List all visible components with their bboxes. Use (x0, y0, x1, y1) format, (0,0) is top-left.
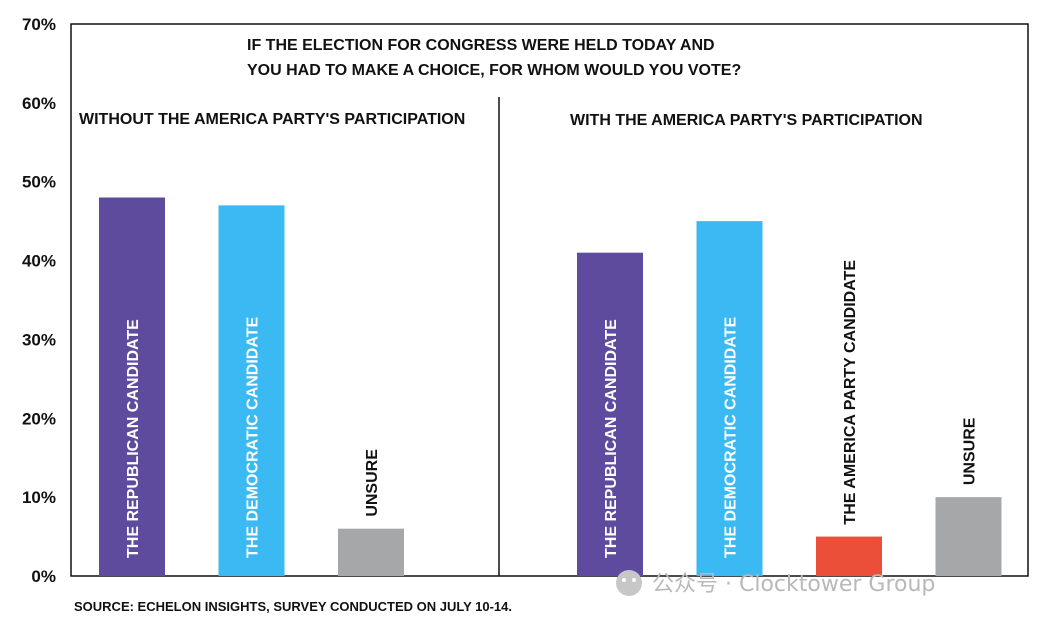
watermark: 公众号 · Clocktower Group (616, 570, 935, 597)
bar-label: THE AMERICA PARTY CANDIDATE (842, 260, 859, 525)
bar-label: THE DEMOCRATIC CANDIDATE (723, 317, 740, 559)
y-tick-label: 70% (22, 15, 56, 34)
watermark-text: 公众号 · Clocktower Group (652, 572, 935, 597)
y-tick-label: 50% (22, 173, 56, 192)
bars-layer: THE REPUBLICAN CANDIDATE THE DEMOCRATIC C… (99, 197, 1002, 576)
bar-label: THE REPUBLICAN CANDIDATE (603, 319, 620, 558)
y-tick-label: 10% (22, 488, 56, 507)
bar (816, 536, 882, 576)
bar-label: UNSURE (962, 417, 979, 485)
y-tick-label: 20% (22, 409, 56, 428)
y-tick-label: 60% (22, 94, 56, 113)
bar (338, 528, 404, 576)
wechat-icon-eye-left (622, 578, 626, 582)
y-axis-ticks: 0% 10% 20% 30% 40% 50% 60% 70% (22, 15, 56, 586)
y-tick-label: 0% (31, 567, 56, 586)
y-tick-label: 40% (22, 252, 56, 271)
plot-frame (70, 23, 1029, 577)
bar-label: UNSURE (364, 449, 381, 517)
bar (577, 252, 643, 576)
chart-title-line-2: YOU HAD TO MAKE A CHOICE, FOR WHOM WOULD… (247, 62, 741, 79)
bar (218, 205, 285, 576)
bar-label: THE REPUBLICAN CANDIDATE (125, 319, 142, 558)
bar (696, 221, 763, 576)
wechat-icon-eye-right (632, 578, 636, 582)
bar (99, 197, 165, 576)
bar (935, 497, 1002, 576)
bar-label: THE DEMOCRATIC CANDIDATE (245, 317, 262, 559)
panel-label-with: WITH THE AMERICA PARTY'S PARTICIPATION (570, 112, 923, 129)
wechat-icon (616, 570, 642, 596)
y-tick-label: 30% (22, 330, 56, 349)
chart-title-line-1: IF THE ELECTION FOR CONGRESS WERE HELD T… (247, 37, 715, 54)
panel-label-without: WITHOUT THE AMERICA PARTY'S PARTICIPATIO… (79, 111, 465, 128)
source-note: SOURCE: ECHELON INSIGHTS, SURVEY CONDUCT… (74, 599, 512, 614)
